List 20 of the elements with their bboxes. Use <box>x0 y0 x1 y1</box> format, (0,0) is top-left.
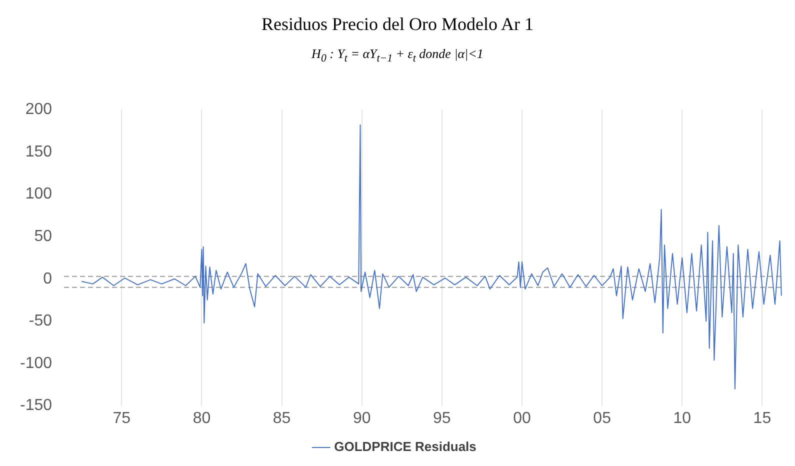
legend-label: GOLDPRICE Residuals <box>334 439 476 454</box>
y-tick-label: -50 <box>28 312 52 330</box>
x-tick-label: 90 <box>352 410 371 427</box>
y-tick-label: 50 <box>34 228 52 245</box>
y-tick-label: 100 <box>25 186 52 203</box>
x-tick-label: 75 <box>112 410 131 427</box>
x-tick-label: 15 <box>753 410 772 427</box>
x-tick-label: 95 <box>433 410 451 427</box>
x-tick-label: 85 <box>272 410 291 427</box>
x-tick-label: 05 <box>593 410 612 427</box>
chart-title: Residuos Precio del Oro Modelo Ar 1 <box>260 13 534 36</box>
x-tick-label: 00 <box>513 410 531 427</box>
y-tick-label: -150 <box>20 397 52 414</box>
x-tick-label: 80 <box>192 410 211 427</box>
y-tick-label: 200 <box>25 101 52 118</box>
y-tick-label: 150 <box>25 143 52 160</box>
x-tick-label: 10 <box>673 410 692 427</box>
text: H$_{0}$ : Y$_{t}$ = αY$_{t−1}$ + ε$_{t}$ donde |α|<1 <box>312 46 484 65</box>
y-tick-label: -100 <box>20 354 52 372</box>
y-tick-label: 0 <box>43 270 52 288</box>
